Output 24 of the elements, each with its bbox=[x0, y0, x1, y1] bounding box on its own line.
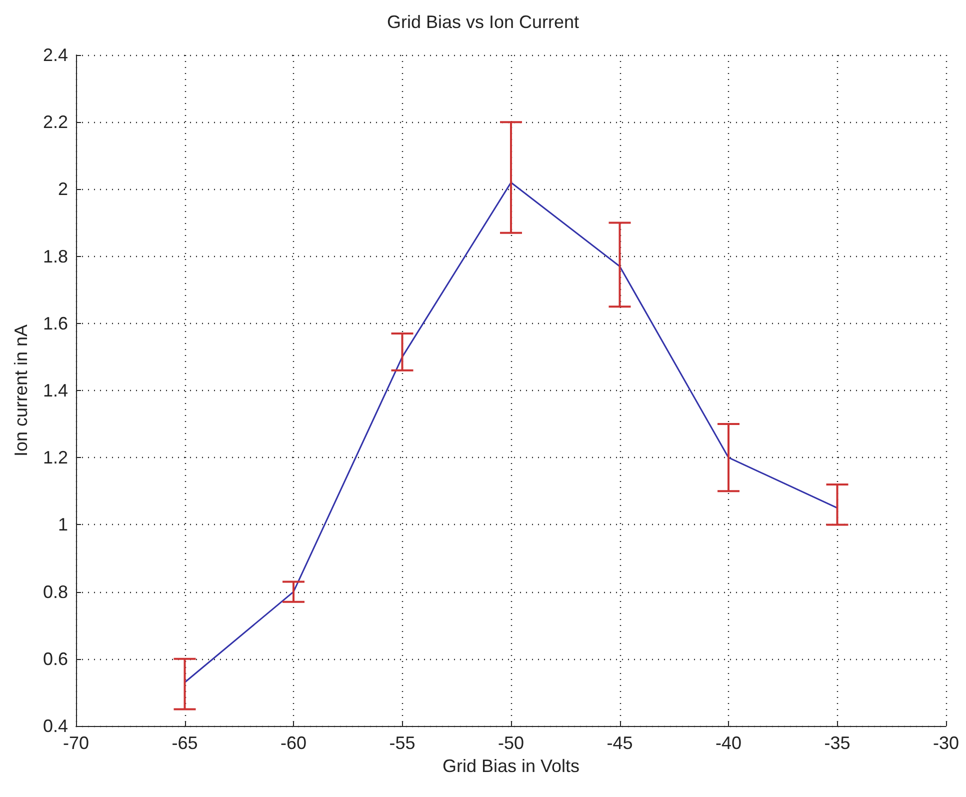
y-tick-label: 0.8 bbox=[42, 582, 68, 602]
x-tick-label: -45 bbox=[606, 733, 633, 753]
chart-title: Grid Bias vs Ion Current bbox=[386, 12, 580, 32]
y-tick-label: 1.8 bbox=[42, 246, 68, 266]
x-tick-label: -60 bbox=[280, 733, 307, 753]
line-series bbox=[184, 182, 838, 684]
y-tick-label: 1.2 bbox=[42, 448, 68, 468]
y-tick-label: 1.4 bbox=[42, 380, 68, 400]
y-tick-label: 1.6 bbox=[42, 313, 68, 334]
x-tick-label: -70 bbox=[62, 733, 90, 753]
y-tick-label: 2.4 bbox=[42, 45, 68, 65]
y-tick-label: 1 bbox=[58, 514, 68, 535]
y-axis-title: Ion current in nA bbox=[11, 324, 31, 457]
y-tick-label: 0.6 bbox=[42, 648, 68, 669]
y-tick-label: 2.2 bbox=[42, 112, 68, 132]
x-tick-label: -30 bbox=[932, 733, 960, 753]
x-tick-label: -40 bbox=[715, 733, 742, 753]
y-tick-label: 0.4 bbox=[42, 716, 68, 736]
x-axis-title: Grid Bias in Volts bbox=[442, 756, 580, 776]
y-tick-label: 2 bbox=[58, 179, 68, 200]
x-tick-label: -55 bbox=[389, 733, 416, 753]
x-tick-label: -35 bbox=[824, 733, 850, 753]
x-tick-label: -50 bbox=[498, 733, 524, 753]
x-tick-label: -65 bbox=[172, 733, 198, 753]
